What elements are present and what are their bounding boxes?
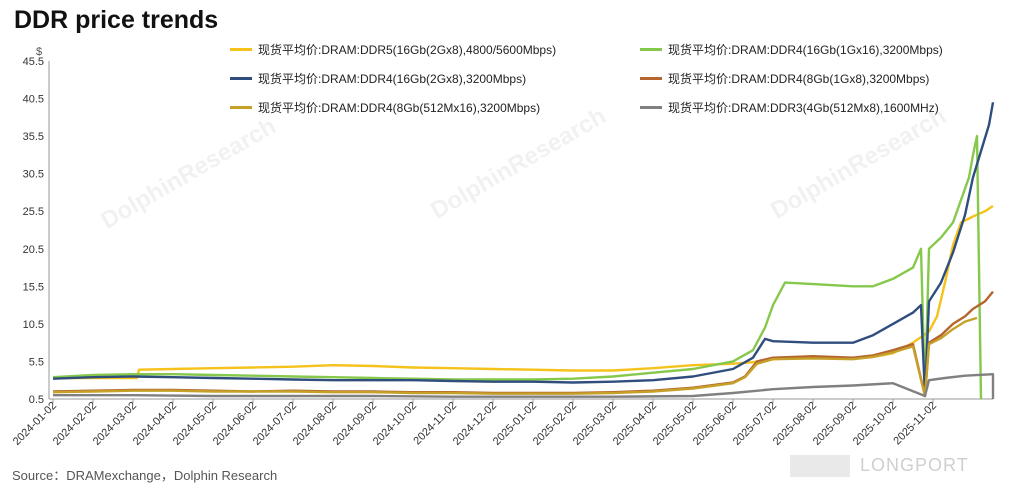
legend-swatch [640, 48, 662, 51]
brand-logo [790, 455, 850, 477]
series-line [53, 204, 994, 380]
legend-swatch [230, 48, 252, 51]
y-tick-label: 30.5 [23, 169, 44, 181]
series-line [53, 373, 995, 399]
legend-swatch [640, 77, 662, 80]
legend-label: 现货平均价:DRAM:DDR4(16Gb(1Gx16),3200Mbps) [668, 43, 943, 57]
y-tick-label: 20.5 [23, 244, 44, 256]
legend-item: 现货平均价:DRAM:DDR4(8Gb(512Mx16),3200Mbps) [230, 99, 540, 116]
source-note: Source：DRAMexchange，Dolphin Research [12, 468, 278, 483]
legend-item: 现货平均价:DRAM:DDR3(4Gb(512Mx8),1600MHz) [640, 99, 939, 116]
y-tick-label: 0.5 [29, 394, 44, 406]
x-tick-label: 2025-11-02 [891, 400, 939, 448]
series-lines [52, 102, 995, 400]
series-line [52, 316, 978, 398]
legend-label: 现货平均价:DRAM:DDR4(8Gb(512Mx16),3200Mbps) [258, 101, 541, 115]
y-axis-label: $ [36, 46, 42, 58]
legend-label: 现货平均价:DRAM:DDR3(4Gb(512Mx8),1600MHz) [668, 101, 939, 115]
chart-title: DDR price trends [14, 6, 219, 34]
y-tick-label: 40.5 [23, 94, 44, 106]
brand-name: LONGPORT [860, 455, 969, 475]
y-tick-label: 5.5 [29, 356, 44, 368]
y-axis-ticks: 0.5 5.5 10.5 15.5 20.5 25.5 30.5 35.5 40.5 45.5 [23, 56, 44, 406]
x-axis-ticks: 2024-01-022024-02-022024-03-022024-04-02… [11, 399, 939, 448]
series-line [52, 134, 983, 400]
legend-item: 现货平均价:DRAM:DDR4(8Gb(1Gx8),3200Mbps) [640, 70, 929, 87]
legend-label: 现货平均价:DRAM:DDR4(8Gb(1Gx8),3200Mbps) [668, 72, 930, 86]
legend-item: 现货平均价:DRAM:DDR4(16Gb(2Gx8),3200Mbps) [230, 70, 526, 87]
legend-label: 现货平均价:DRAM:DDR4(16Gb(2Gx8),3200Mbps) [258, 72, 527, 86]
y-tick-label: 10.5 [23, 319, 44, 331]
series-line [52, 102, 995, 398]
legend-swatch [230, 77, 252, 80]
y-tick-label: 25.5 [23, 206, 44, 218]
legend-item: 现货平均价:DRAM:DDR5(16Gb(2Gx8),4800/5600Mbps… [230, 41, 556, 58]
y-tick-label: 45.5 [23, 56, 44, 68]
legend-swatch [230, 106, 252, 109]
legend-swatch [640, 106, 662, 109]
legend-label: 现货平均价:DRAM:DDR5(16Gb(2Gx8),4800/5600Mbps… [258, 43, 557, 57]
y-tick-label: 15.5 [23, 281, 44, 293]
legend-item: 现货平均价:DRAM:DDR4(16Gb(1Gx16),3200Mbps) [640, 41, 943, 58]
y-tick-label: 35.5 [23, 131, 44, 143]
axes: $ [36, 46, 993, 400]
